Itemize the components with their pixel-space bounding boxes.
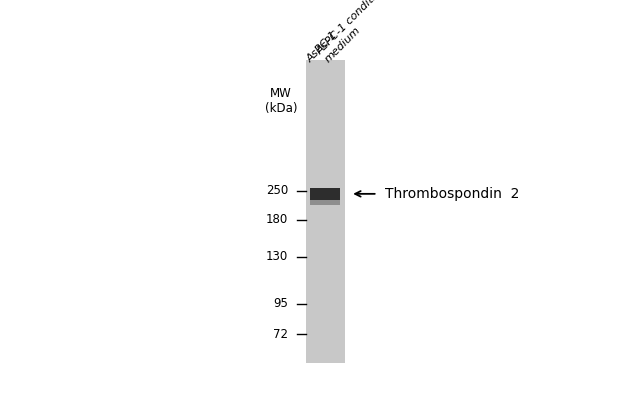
Text: 95: 95 (273, 297, 288, 310)
Text: 130: 130 (266, 250, 288, 263)
Bar (310, 188, 340, 200)
Text: 72: 72 (273, 328, 288, 341)
Text: Thrombospondin  2: Thrombospondin 2 (385, 187, 520, 201)
Text: AsPC-1: AsPC-1 (305, 30, 340, 65)
Text: 250: 250 (266, 184, 288, 197)
Text: 180: 180 (266, 213, 288, 226)
Bar (306, 60, 346, 363)
Text: AsPC-1 conditioned
medium: AsPC-1 conditioned medium (316, 0, 407, 65)
Bar (310, 199, 340, 205)
Text: MW
(kDa): MW (kDa) (264, 87, 297, 115)
